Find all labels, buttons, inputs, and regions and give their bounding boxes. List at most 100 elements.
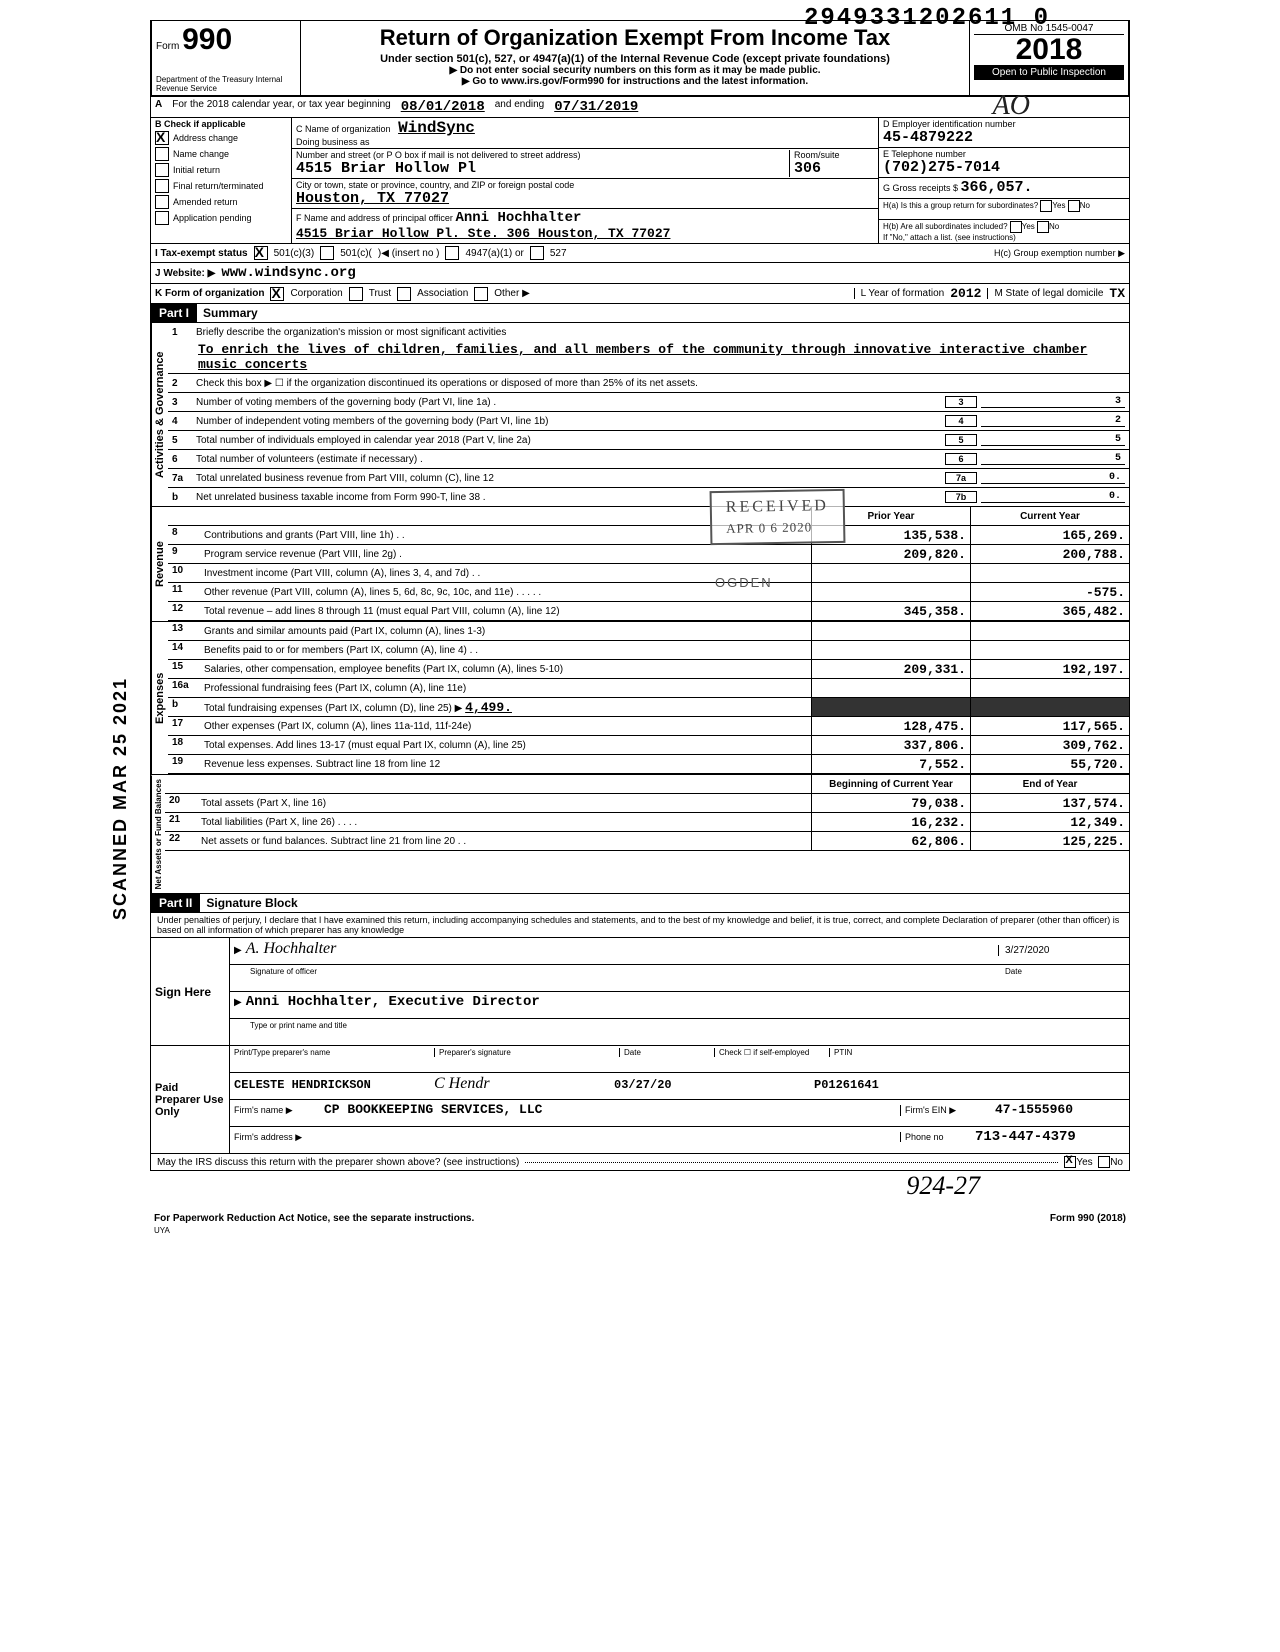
room-value: 306 <box>794 160 821 177</box>
expense-row-b: bTotal fundraising expenses (Part IX, co… <box>168 698 1129 717</box>
firm-name: CP BOOKKEEPING SERVICES, LLC <box>324 1102 900 1117</box>
tax-year: 2018 <box>974 35 1124 65</box>
gross-row: G Gross receipts $ 366,057. <box>879 178 1129 199</box>
phone-value: (702)275-7014 <box>883 159 1000 176</box>
gov-line-7a: 7aTotal unrelated business revenue from … <box>168 469 1129 488</box>
checkbox-application-pending[interactable] <box>155 211 169 225</box>
expense-row-19: 19Revenue less expenses. Subtract line 1… <box>168 755 1129 774</box>
ogden-stamp: OGDEN <box>715 575 773 590</box>
part-2-title: Signature Block <box>206 896 297 910</box>
gross-value: 366,057. <box>961 179 1033 196</box>
m-value: TX <box>1109 286 1125 301</box>
check-final-return: Final return/terminated <box>151 178 291 194</box>
check-name-change: Name change <box>151 146 291 162</box>
netasset-row-21: 21Total liabilities (Part X, line 26) . … <box>165 813 1129 832</box>
website-value: www.windsync.org <box>221 265 355 281</box>
ein-row: D Employer identification number 45-4879… <box>879 118 1129 148</box>
governance-sidebar: Activities & Governance <box>151 323 168 506</box>
firm-ein: 47-1555960 <box>995 1102 1125 1117</box>
street-value: 4515 Briar Hollow Pl <box>296 160 476 177</box>
checkbox-association[interactable] <box>397 287 411 301</box>
entity-block: B Check if applicable Address change Nam… <box>150 118 1130 244</box>
checkbox-corporation[interactable] <box>270 287 284 301</box>
check-column: B Check if applicable Address change Nam… <box>151 118 292 243</box>
hb-row: H(b) Are all subordinates included? Yes … <box>879 220 1129 243</box>
ptin-value: P01261641 <box>814 1078 1125 1092</box>
checkbox-final-return[interactable] <box>155 179 169 193</box>
sign-here-label: Sign Here <box>151 938 230 1045</box>
revenue-row-10: 10Investment income (Part VIII, column (… <box>168 564 1129 583</box>
checkbox-trust[interactable] <box>349 287 363 301</box>
checkbox-address-change[interactable] <box>155 131 169 145</box>
footer-right: Form 990 (2018) <box>1050 1213 1126 1224</box>
checkbox-other[interactable] <box>474 287 488 301</box>
officer-sig-line: A. Hochhalter 3/27/2020 <box>230 938 1129 965</box>
expenses-table: 13Grants and similar amounts paid (Part … <box>168 622 1129 774</box>
dba-label: Doing business as <box>296 137 370 147</box>
preparer-date: 03/27/20 <box>614 1078 704 1092</box>
k-label: K Form of organization <box>155 288 264 299</box>
checkbox-hb-yes[interactable] <box>1010 221 1022 233</box>
barcode-number: 2949331202611 0 <box>804 5 1050 32</box>
part-2-badge: Part II <box>151 894 200 912</box>
i-label: I Tax-exempt status <box>155 248 248 259</box>
governance-block: Activities & Governance 1 Briefly descri… <box>150 323 1130 507</box>
g-label: G Gross receipts $ <box>883 183 958 193</box>
revenue-row-11: 11Other revenue (Part VIII, column (A), … <box>168 583 1129 602</box>
checkbox-hb-no[interactable] <box>1037 221 1049 233</box>
netasset-row-20: 20Total assets (Part X, line 16)79,038.1… <box>165 794 1129 813</box>
part-1-header: Part I Summary <box>150 304 1130 323</box>
dept-label: Department of the Treasury Internal Reve… <box>156 75 296 93</box>
checkbox-ha-yes[interactable] <box>1040 200 1052 212</box>
officer-name-line: Anni Hochhalter, Executive Director <box>230 992 1129 1019</box>
f-label: F Name and address of principal officer <box>296 213 453 223</box>
check-header: B Check if applicable <box>151 118 291 130</box>
checkbox-amended[interactable] <box>155 195 169 209</box>
checkbox-ha-no[interactable] <box>1068 200 1080 212</box>
period-end: 07/31/2019 <box>554 99 638 115</box>
received-stamp: RECEIVED APR 0 6 2020 <box>710 489 846 545</box>
row-j-website: J Website: ▶ www.windsync.org <box>150 263 1130 284</box>
initials-handwritten: AO <box>993 90 1030 122</box>
revenue-row-8: 8Contributions and grants (Part VIII, li… <box>168 526 1129 545</box>
checkbox-name-change[interactable] <box>155 147 169 161</box>
netassets-body: Beginning of Current Year End of Year 20… <box>165 775 1129 893</box>
org-name-row: C Name of organization WindSync Doing bu… <box>292 118 878 149</box>
revenue-row-9: 9Program service revenue (Part VIII, lin… <box>168 545 1129 564</box>
gov-line-6: 6Total number of volunteers (estimate if… <box>168 450 1129 469</box>
netasset-row-22: 22Net assets or fund balances. Subtract … <box>165 832 1129 851</box>
row-k-form-org: K Form of organization Corporation Trust… <box>150 284 1130 304</box>
checkbox-initial-return[interactable] <box>155 163 169 177</box>
sign-block: Sign Here A. Hochhalter 3/27/2020 Signat… <box>150 938 1130 1154</box>
checkbox-4947[interactable] <box>445 246 459 260</box>
part-1-title: Summary <box>203 306 258 320</box>
checkbox-501c3[interactable] <box>254 246 268 260</box>
expenses-block: Expenses 13Grants and similar amounts pa… <box>150 622 1130 775</box>
expenses-sidebar: Expenses <box>151 622 168 774</box>
revenue-sidebar: Revenue <box>151 507 168 621</box>
scanned-stamp: SCANNED MAR 25 2021 <box>110 677 131 920</box>
expense-row-13: 13Grants and similar amounts paid (Part … <box>168 622 1129 641</box>
city-row: City or town, state or province, country… <box>292 179 878 209</box>
room-label: Room/suite <box>794 150 840 160</box>
sig-sub-labels: Signature of officer Date <box>230 965 1129 992</box>
expense-row-17: 17Other expenses (Part IX, column (A), l… <box>168 717 1129 736</box>
gov-line-4: 4Number of independent voting members of… <box>168 412 1129 431</box>
l-value: 2012 <box>950 286 981 301</box>
checkbox-501c[interactable] <box>320 246 334 260</box>
form-990-page: 2949331202611 0 AO Form 990 Department o… <box>150 20 1130 1235</box>
revenue-table: Prior Year Current Year 8Contributions a… <box>168 507 1129 621</box>
checkbox-527[interactable] <box>530 246 544 260</box>
right-column: D Employer identification number 45-4879… <box>879 118 1129 243</box>
sign-date: 3/27/2020 <box>998 945 1125 956</box>
checkbox-discuss-no[interactable] <box>1098 1156 1110 1168</box>
officer-name: Anni Hochhalter <box>455 210 581 226</box>
preparer-label: Paid Preparer Use Only <box>151 1046 230 1153</box>
officer-addr: 4515 Briar Hollow Pl. Ste. 306 Houston, … <box>296 226 670 241</box>
form-note2: ▶ Go to www.irs.gov/Form990 for instruct… <box>307 76 963 87</box>
expense-row-18: 18Total expenses. Add lines 13-17 (must … <box>168 736 1129 755</box>
period-begin: 08/01/2018 <box>401 99 485 115</box>
checkbox-discuss-yes[interactable] <box>1064 1156 1076 1168</box>
m-label: M State of legal domicile <box>987 288 1103 299</box>
netassets-block: Net Assets or Fund Balances Beginning of… <box>150 775 1130 894</box>
